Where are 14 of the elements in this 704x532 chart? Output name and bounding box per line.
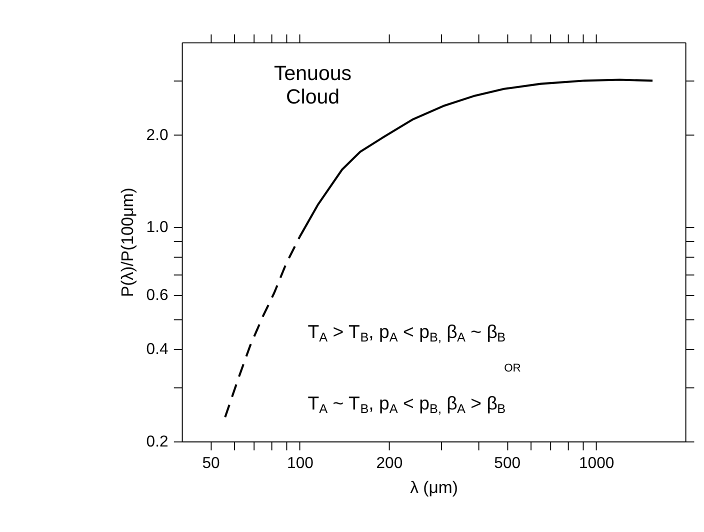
- x-tick-label: 200: [376, 455, 403, 472]
- y-tick-label: 0.6: [146, 287, 168, 304]
- x-tick-label: 1000: [578, 455, 614, 472]
- x-tick-label: 100: [287, 455, 314, 472]
- y-tick-label: 0.4: [146, 341, 168, 358]
- x-tick-label: 50: [202, 455, 220, 472]
- annotation: Tenuous Cloud: [274, 62, 352, 109]
- y-tick-label: 1.0: [146, 219, 168, 236]
- y-tick-label: 2.0: [146, 126, 168, 144]
- x-axis-title: λ (μm): [410, 478, 458, 498]
- annotation: OR: [504, 362, 521, 374]
- y-tick-label: 0.2: [146, 434, 168, 451]
- x-tick-label: 500: [494, 455, 521, 472]
- y-axis-title: P(λ)/P(100μm): [118, 188, 138, 298]
